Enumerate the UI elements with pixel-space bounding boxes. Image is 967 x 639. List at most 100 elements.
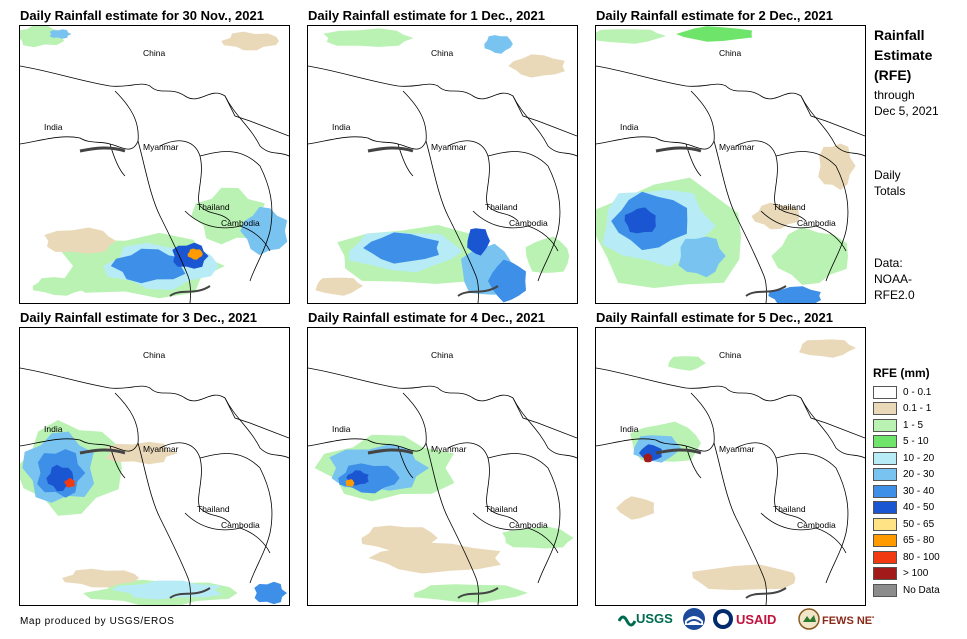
map-label-myanmar: Myanmar — [719, 444, 755, 454]
map-label-china: China — [143, 350, 165, 360]
legend-title: RFE (mm) — [873, 366, 930, 380]
legend-swatch — [873, 567, 897, 581]
map-label-cambodia: Cambodia — [221, 218, 260, 228]
sidebar-daily: Daily — [874, 168, 901, 182]
panel-title-dec5: Daily Rainfall estimate for 5 Dec., 2021 — [596, 310, 833, 325]
rainfall-map-svg: China India Myanmar Thailand Cambodia — [20, 26, 289, 303]
map-label-china: China — [431, 48, 453, 58]
legend-label: No Data — [903, 584, 940, 596]
map-label-myanmar: Myanmar — [431, 444, 467, 454]
map-label-china: China — [431, 350, 453, 360]
legend-item: 50 - 65 — [873, 516, 940, 533]
map-label-myanmar: Myanmar — [143, 142, 179, 152]
sidebar-title-line3: (RFE) — [874, 67, 912, 83]
map-label-india: India — [332, 424, 351, 434]
rainfall-map-svg: China India Myanmar Thailand Cambodia — [308, 26, 577, 303]
legend-swatch — [873, 385, 897, 399]
legend-label: 50 - 65 — [903, 518, 935, 530]
map-label-cambodia: Cambodia — [797, 218, 836, 228]
legend-item: 0 - 0.1 — [873, 384, 940, 401]
usgs-logo: USGS — [618, 611, 673, 627]
panel-title-dec1: Daily Rainfall estimate for 1 Dec., 2021 — [308, 8, 545, 23]
rainfall-map-svg: China India Myanmar Thailand Cambodia — [20, 328, 289, 605]
map-label-india: India — [620, 122, 639, 132]
legend-item: 80 - 100 — [873, 549, 940, 566]
map-label-myanmar: Myanmar — [431, 142, 467, 152]
sidebar-data-source: Data: NOAA- RFE2.0 — [874, 255, 915, 303]
sidebar-title-line2: Estimate — [874, 47, 933, 63]
legend-swatch — [873, 468, 897, 482]
legend-label: 30 - 40 — [903, 485, 935, 497]
usaid-logo: USAID — [713, 609, 776, 629]
map-label-china: China — [719, 48, 741, 58]
fewsnet-logo-text: FEWS NET — [822, 615, 874, 627]
map-label-thailand: Thailand — [485, 202, 518, 212]
legend-swatch — [873, 484, 897, 498]
legend-label: 65 - 80 — [903, 535, 935, 547]
legend-label: 40 - 50 — [903, 502, 935, 514]
map-label-thailand: Thailand — [197, 504, 230, 514]
logo-strip: USGS USAID FEWS NET — [618, 605, 874, 633]
legend-swatch — [873, 451, 897, 465]
legend-label: 0 - 0.1 — [903, 386, 932, 398]
legend-item: 40 - 50 — [873, 500, 940, 517]
legend-item: 1 - 5 — [873, 417, 940, 434]
map-label-india: India — [44, 122, 63, 132]
legend-item: 30 - 40 — [873, 483, 940, 500]
map-label-cambodia: Cambodia — [221, 520, 260, 530]
legend-item: 0.1 - 1 — [873, 401, 940, 418]
legend-item: 65 - 80 — [873, 533, 940, 550]
panel-title-dec4: Daily Rainfall estimate for 4 Dec., 2021 — [308, 310, 545, 325]
legend-label: 5 - 10 — [903, 436, 929, 448]
legend-swatch — [873, 550, 897, 564]
legend-label: > 100 — [903, 568, 929, 580]
sidebar-totals: Totals — [874, 184, 906, 198]
map-label-india: India — [44, 424, 63, 434]
legend-label: 20 - 30 — [903, 469, 935, 481]
legend-swatch — [873, 418, 897, 432]
rainfall-map-svg: China India Myanmar Thailand Cambodia — [596, 328, 865, 605]
legend-label: 80 - 100 — [903, 551, 940, 563]
rainfall-map-svg: China India Myanmar Thailand Cambodia — [308, 328, 577, 605]
map-label-cambodia: Cambodia — [509, 218, 548, 228]
sidebar-source2: RFE2.0 — [874, 288, 915, 302]
sidebar-title-line1: Rainfall — [874, 27, 925, 43]
legend-label: 1 - 5 — [903, 419, 924, 431]
rainfall-map-svg: China India Myanmar Thailand Cambodia — [596, 26, 865, 303]
legend-swatch — [873, 517, 897, 531]
sidebar-source1: NOAA- — [874, 272, 913, 286]
panel-title-dec2: Daily Rainfall estimate for 2 Dec., 2021 — [596, 8, 833, 23]
map-label-india: India — [332, 122, 351, 132]
legend-item: 20 - 30 — [873, 467, 940, 484]
legend: RFE (mm) 0 - 0.1 0.1 - 1 1 - 5 5 - 10 10 - 2… — [873, 366, 940, 599]
sidebar-through: through Dec 5, 2021 — [874, 87, 939, 119]
legend-swatch — [873, 501, 897, 515]
map-panel-dec3: China India Myanmar Thailand Cambodia — [19, 327, 290, 606]
legend-item: 10 - 20 — [873, 450, 940, 467]
legend-item: 5 - 10 — [873, 434, 940, 451]
map-label-india: India — [620, 424, 639, 434]
map-panel-dec2: China India Myanmar Thailand Cambodia — [595, 25, 866, 304]
legend-item: No Data — [873, 582, 940, 599]
legend-label: 0.1 - 1 — [903, 403, 932, 415]
map-label-thailand: Thailand — [485, 504, 518, 514]
usgs-logo-text: USGS — [636, 611, 673, 626]
map-panel-dec1: China India Myanmar Thailand Cambodia — [307, 25, 578, 304]
legend-swatch — [873, 435, 897, 449]
map-label-cambodia: Cambodia — [509, 520, 548, 530]
legend-swatch — [873, 583, 897, 597]
map-label-myanmar: Myanmar — [143, 444, 179, 454]
legend-swatch — [873, 534, 897, 548]
legend-label: 10 - 20 — [903, 452, 935, 464]
sidebar-through-label: through — [874, 88, 915, 102]
map-label-china: China — [143, 48, 165, 58]
map-label-china: China — [719, 350, 741, 360]
legend-item: > 100 — [873, 566, 940, 583]
map-label-cambodia: Cambodia — [797, 520, 836, 530]
legend-swatch — [873, 402, 897, 416]
map-label-thailand: Thailand — [773, 202, 806, 212]
noaa-logo — [683, 608, 705, 630]
credit-text: Map produced by USGS/EROS — [20, 616, 175, 627]
map-label-thailand: Thailand — [773, 504, 806, 514]
legend-rows: 0 - 0.1 0.1 - 1 1 - 5 5 - 10 10 - 20 20 - 30 3… — [873, 384, 940, 599]
